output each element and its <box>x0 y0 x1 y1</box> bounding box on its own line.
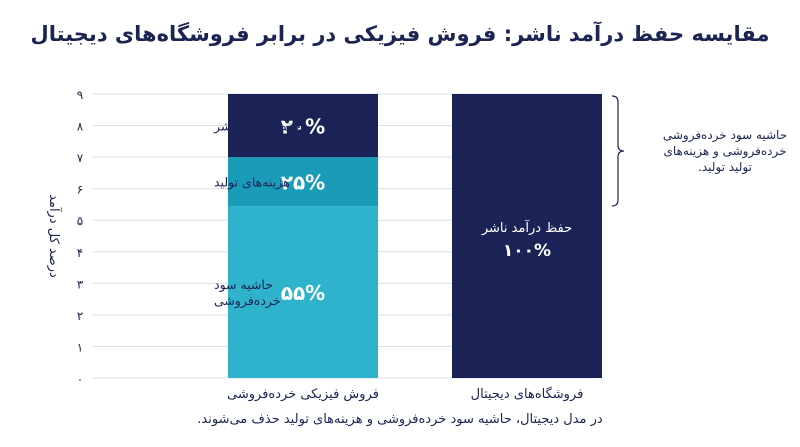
annotation-bracket <box>611 95 625 207</box>
segment-name-label: خرده‌فروشی <box>214 293 281 309</box>
segment-name-label: حفظ درآمد ناشر <box>213 119 301 135</box>
y-tick-label: ۳ <box>77 277 84 291</box>
data-label: ۲۰% <box>281 115 325 139</box>
bar-segment <box>228 206 378 378</box>
bar-segment <box>228 157 378 207</box>
segment-name-label: حفظ درآمد ناشر <box>481 219 572 236</box>
data-label: ۲۵% <box>281 171 325 195</box>
y-tick-label: ۸ <box>77 120 84 134</box>
y-tick-label: ۴ <box>77 246 83 260</box>
bracket-annotation-text: تولید تولید. <box>698 160 752 175</box>
y-tick-label: ۶ <box>77 183 83 197</box>
bracket-annotation-text: خرده‌فروشی و هزینه‌های <box>663 144 786 159</box>
x-category-label: فروش فیزیکی خرده‌فروشی <box>227 387 379 402</box>
y-tick-label: ۲ <box>77 309 83 323</box>
bracket-annotation-text: حاشیه سود خرده‌فروشی <box>663 128 787 143</box>
y-axis-label: درصد کل درآمد <box>46 194 63 278</box>
x-category-label: فروشگاه‌های دیجیتال <box>471 386 584 402</box>
chart-footnote: در مدل دیجیتال، حاشیه سود خرده‌فروشی و ه… <box>197 412 603 427</box>
y-tick-label: ۰ <box>77 372 83 386</box>
y-tick-label: ۹ <box>77 88 83 102</box>
y-tick-label: ۷ <box>77 151 84 165</box>
y-tick-label: ۵ <box>77 214 83 228</box>
segment-name-label: حاشیه سود <box>214 277 273 293</box>
bar-segment <box>452 94 602 378</box>
bar-segment <box>228 94 378 158</box>
chart-title: مقایسه حفظ درآمد ناشر: فروش فیزیکی در بر… <box>30 22 770 46</box>
segment-name-label: هزینه‌های تولید <box>214 175 290 191</box>
y-tick-label: ۱ <box>77 340 83 354</box>
data-label: ۵۵% <box>281 281 325 305</box>
data-label: ۱۰۰% <box>503 241 551 261</box>
